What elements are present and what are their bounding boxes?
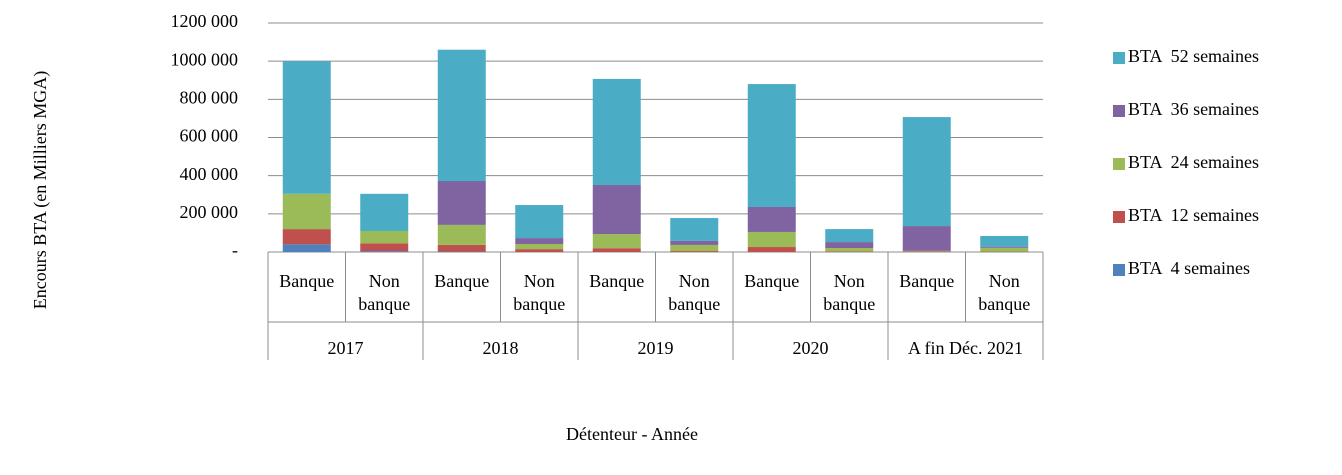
bar-segment [282,244,331,252]
x-tick-label: Non banque [823,271,876,314]
bar-segment [825,229,874,243]
bar-segment [437,181,486,225]
bar-segment [282,193,331,230]
bar-segment [515,205,564,239]
group-label: 2018 [482,338,519,358]
bar-segment [360,193,409,232]
bar-segment [592,248,641,252]
bar-segment [825,242,874,248]
x-tick-label: Banque [279,271,335,291]
x-tick-label: Non banque [978,271,1031,314]
y-tick-label: 1000 000 [171,49,239,69]
bar-segment [747,231,796,248]
bar-segment [360,243,409,252]
x-axis-title: Détenteur - Année [566,424,698,444]
bar-segment [902,250,951,252]
legend-swatch [1113,158,1125,170]
bar-segment [980,247,1029,252]
bar-segment [902,117,951,227]
bar-segment [747,247,796,252]
x-tick-label: Banque [899,271,955,291]
bar-segment [670,218,719,241]
bar-segment [515,238,564,244]
y-tick-label: 1200 000 [171,11,239,31]
group-label: 2020 [792,338,829,358]
bar-segment [515,249,564,252]
legend-label: BTA 4 semaines [1128,258,1250,278]
bar-segment [670,244,719,252]
bar-segment [437,224,486,245]
bar-segment [902,226,951,251]
bar-segment [282,61,331,194]
y-axis-title: Encours BTA (en Milliers MGA) [30,71,51,310]
bar-segment [360,251,409,252]
bar-segment [360,231,409,244]
bar-segment [747,206,796,232]
bar-segment [515,243,564,250]
bar-segment [902,251,951,252]
y-tick-label: - [232,240,238,260]
group-label: A fin Déc. 2021 [908,338,1023,358]
bar-segment [980,246,1029,248]
bar-segment [592,78,641,186]
legend-label: BTA 12 semaines [1128,205,1259,225]
bar-segment [980,235,1029,247]
legend-swatch [1113,52,1125,64]
bar-segment [825,247,874,252]
y-tick-label: 800 000 [180,87,239,107]
legend-label: BTA 36 semaines [1128,99,1259,119]
legend-label: BTA 52 semaines [1128,46,1259,66]
bar-segment [592,234,641,249]
y-tick-label: 200 000 [180,202,239,222]
bar-segment [825,251,874,252]
bar-segment [592,185,641,235]
bar-segment [670,240,719,245]
legend-swatch [1113,264,1125,276]
bar-segment [437,49,486,182]
x-tick-label: Non banque [358,271,411,314]
group-label: 2017 [327,338,364,358]
x-tick-label: Non banque [668,271,721,314]
y-tick-label: 400 000 [180,164,239,184]
bar-segment [747,84,796,207]
bar-segment [437,244,486,252]
bar-segment [670,251,719,252]
legend-swatch [1113,211,1125,223]
x-tick-label: Banque [589,271,645,291]
x-tick-label: Non banque [513,271,566,314]
bar-segment [282,229,331,245]
x-tick-label: Banque [434,271,490,291]
legend-label: BTA 24 semaines [1128,152,1259,172]
x-tick-label: Banque [744,271,800,291]
group-label: 2019 [637,338,674,358]
y-tick-label: 600 000 [180,126,239,146]
legend-swatch [1113,105,1125,117]
